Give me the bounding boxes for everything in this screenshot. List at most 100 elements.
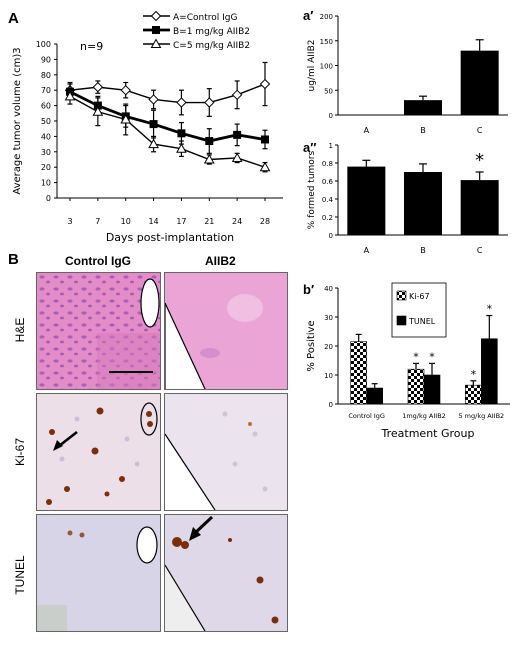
x-tick-label: A — [364, 246, 370, 255]
x-tick-label: C — [477, 246, 483, 255]
bar-Ki-67-Control IgG — [350, 341, 367, 405]
panel-letter-a-prime: a′ — [303, 8, 314, 23]
data-point — [177, 129, 186, 138]
y-tick-label: 20 — [41, 163, 51, 172]
n-annotation: n=9 — [80, 40, 103, 53]
series-line — [69, 95, 266, 168]
y-tick-label: 30 — [324, 314, 333, 322]
data-point — [259, 78, 271, 90]
y-tick-label: 10 — [324, 372, 333, 380]
significance-star: * — [475, 150, 484, 171]
significance-star: * — [429, 350, 435, 363]
formed-tumors-bar-chart: 0 0.2 0.4 0.6 0.8 1 A B C * % formed tumors — [307, 142, 508, 255]
x-tick-label: 24 — [232, 217, 242, 226]
y-tick-label: 0.2 — [322, 214, 333, 222]
y-tick-label: 30 — [41, 148, 51, 157]
x-tick-label: 17 — [176, 217, 186, 226]
data-point — [204, 97, 215, 108]
micrograph-ki67-aiib2 — [164, 393, 288, 511]
y-tick-label: 70 — [41, 86, 51, 95]
bar-B — [404, 100, 442, 115]
y-axis-label: ug/ml AIIB2 — [307, 40, 317, 92]
legend-label: TUNEL — [408, 317, 436, 326]
significance-star: * — [487, 303, 493, 316]
legend-label: B=1 mg/kg AIIB2 — [173, 27, 250, 37]
data-point — [92, 81, 104, 93]
ki67-aiib2-texture — [165, 411, 268, 510]
data-point — [148, 138, 159, 149]
data-point — [64, 90, 76, 101]
series-3: C=5 mg/kg AIIB2 — [64, 38, 271, 173]
row-label-tunel: TUNEL — [13, 555, 27, 595]
y-tick-label: 50 — [41, 117, 51, 126]
y-tick-label: 150 — [320, 38, 333, 46]
y-tick-label: 100 — [320, 63, 333, 71]
data-point — [120, 84, 131, 96]
micrograph-he-aiib2 — [164, 272, 288, 390]
he-control-texture — [37, 273, 160, 389]
y-tick-label: 0.4 — [322, 196, 334, 204]
legend: Ki-67 TUNEL — [391, 282, 447, 338]
panel-letter-a: A — [8, 10, 19, 27]
bar-TUNEL-1mg/kg AIIB2 — [423, 374, 441, 405]
legend-swatch — [396, 290, 407, 301]
legend-marker — [150, 10, 162, 22]
x-axis-label: Treatment Group — [381, 427, 475, 440]
tunel-aiib2-texture — [165, 515, 279, 631]
x-tick-label: 7 — [95, 217, 100, 226]
legend-label: Ki-67 — [409, 292, 430, 301]
y-tick-label: 10 — [41, 179, 51, 188]
data-point — [149, 120, 158, 129]
bar-Ki-67-5 mg/kg AIIB2 — [465, 384, 482, 405]
x-tick-label: 10 — [121, 217, 131, 226]
micrograph-tunel-aiib2 — [164, 514, 288, 632]
panel-letter-b: B — [8, 251, 19, 268]
significance-star: * — [471, 368, 477, 381]
data-point — [203, 153, 215, 164]
data-point — [205, 137, 214, 146]
data-point — [120, 113, 132, 124]
tumor-volume-line-chart: 0 10 20 30 40 50 60 70 80 90 100 3 7 10 14 17 21 24 28 Days… — [12, 10, 283, 244]
micrograph-tunel-control — [36, 514, 161, 632]
y-tick-label: 60 — [41, 102, 51, 111]
data-point — [231, 89, 243, 101]
data-point — [176, 143, 187, 153]
y-tick-label: 50 — [324, 87, 333, 95]
micrograph-ki67-control — [36, 393, 161, 511]
data-point — [259, 161, 271, 172]
x-tick-label: C — [477, 126, 483, 135]
column-label-control: Control IgG — [65, 254, 131, 268]
y-tick-label: 40 — [41, 132, 51, 141]
data-point — [231, 152, 243, 162]
legend-label: C=5 mg/kg AIIB2 — [173, 41, 250, 51]
x-tick-label: 5 mg/kg AIIB2 — [458, 412, 504, 420]
data-point — [233, 130, 242, 139]
y-tick-label: 100 — [36, 40, 51, 49]
x-tick-label: 28 — [260, 217, 270, 226]
x-tick-label: Control IgG — [348, 412, 385, 420]
data-point — [261, 135, 269, 144]
y-tick-label: 40 — [324, 285, 333, 293]
row-label-ki67: Ki-67 — [13, 438, 27, 467]
row-label-he: H&E — [13, 317, 27, 343]
bar-C — [460, 180, 499, 235]
micrograph-he-control — [36, 272, 161, 390]
legend-label: A=Control IgG — [173, 13, 237, 23]
y-tick-label: 20 — [324, 343, 333, 351]
significance-star: * — [413, 350, 419, 363]
data-point — [148, 94, 159, 105]
y-tick-label: 200 — [320, 13, 333, 21]
legend-marker — [152, 26, 160, 34]
x-tick-label: B — [420, 126, 426, 135]
bar-TUNEL-Control IgG — [366, 387, 383, 405]
panel-letter-b-prime: b′ — [303, 282, 315, 297]
y-axis-label: % Positive — [306, 320, 317, 371]
x-tick-label: 3 — [67, 217, 72, 226]
bar-B — [404, 172, 442, 235]
x-tick-label: A — [364, 126, 370, 135]
x-tick-label: 21 — [204, 217, 214, 226]
x-tick-label: 1mg/kg AIIB2 — [402, 412, 446, 420]
y-tick-label: 0 — [329, 112, 333, 120]
x-tick-label: 14 — [148, 217, 158, 226]
